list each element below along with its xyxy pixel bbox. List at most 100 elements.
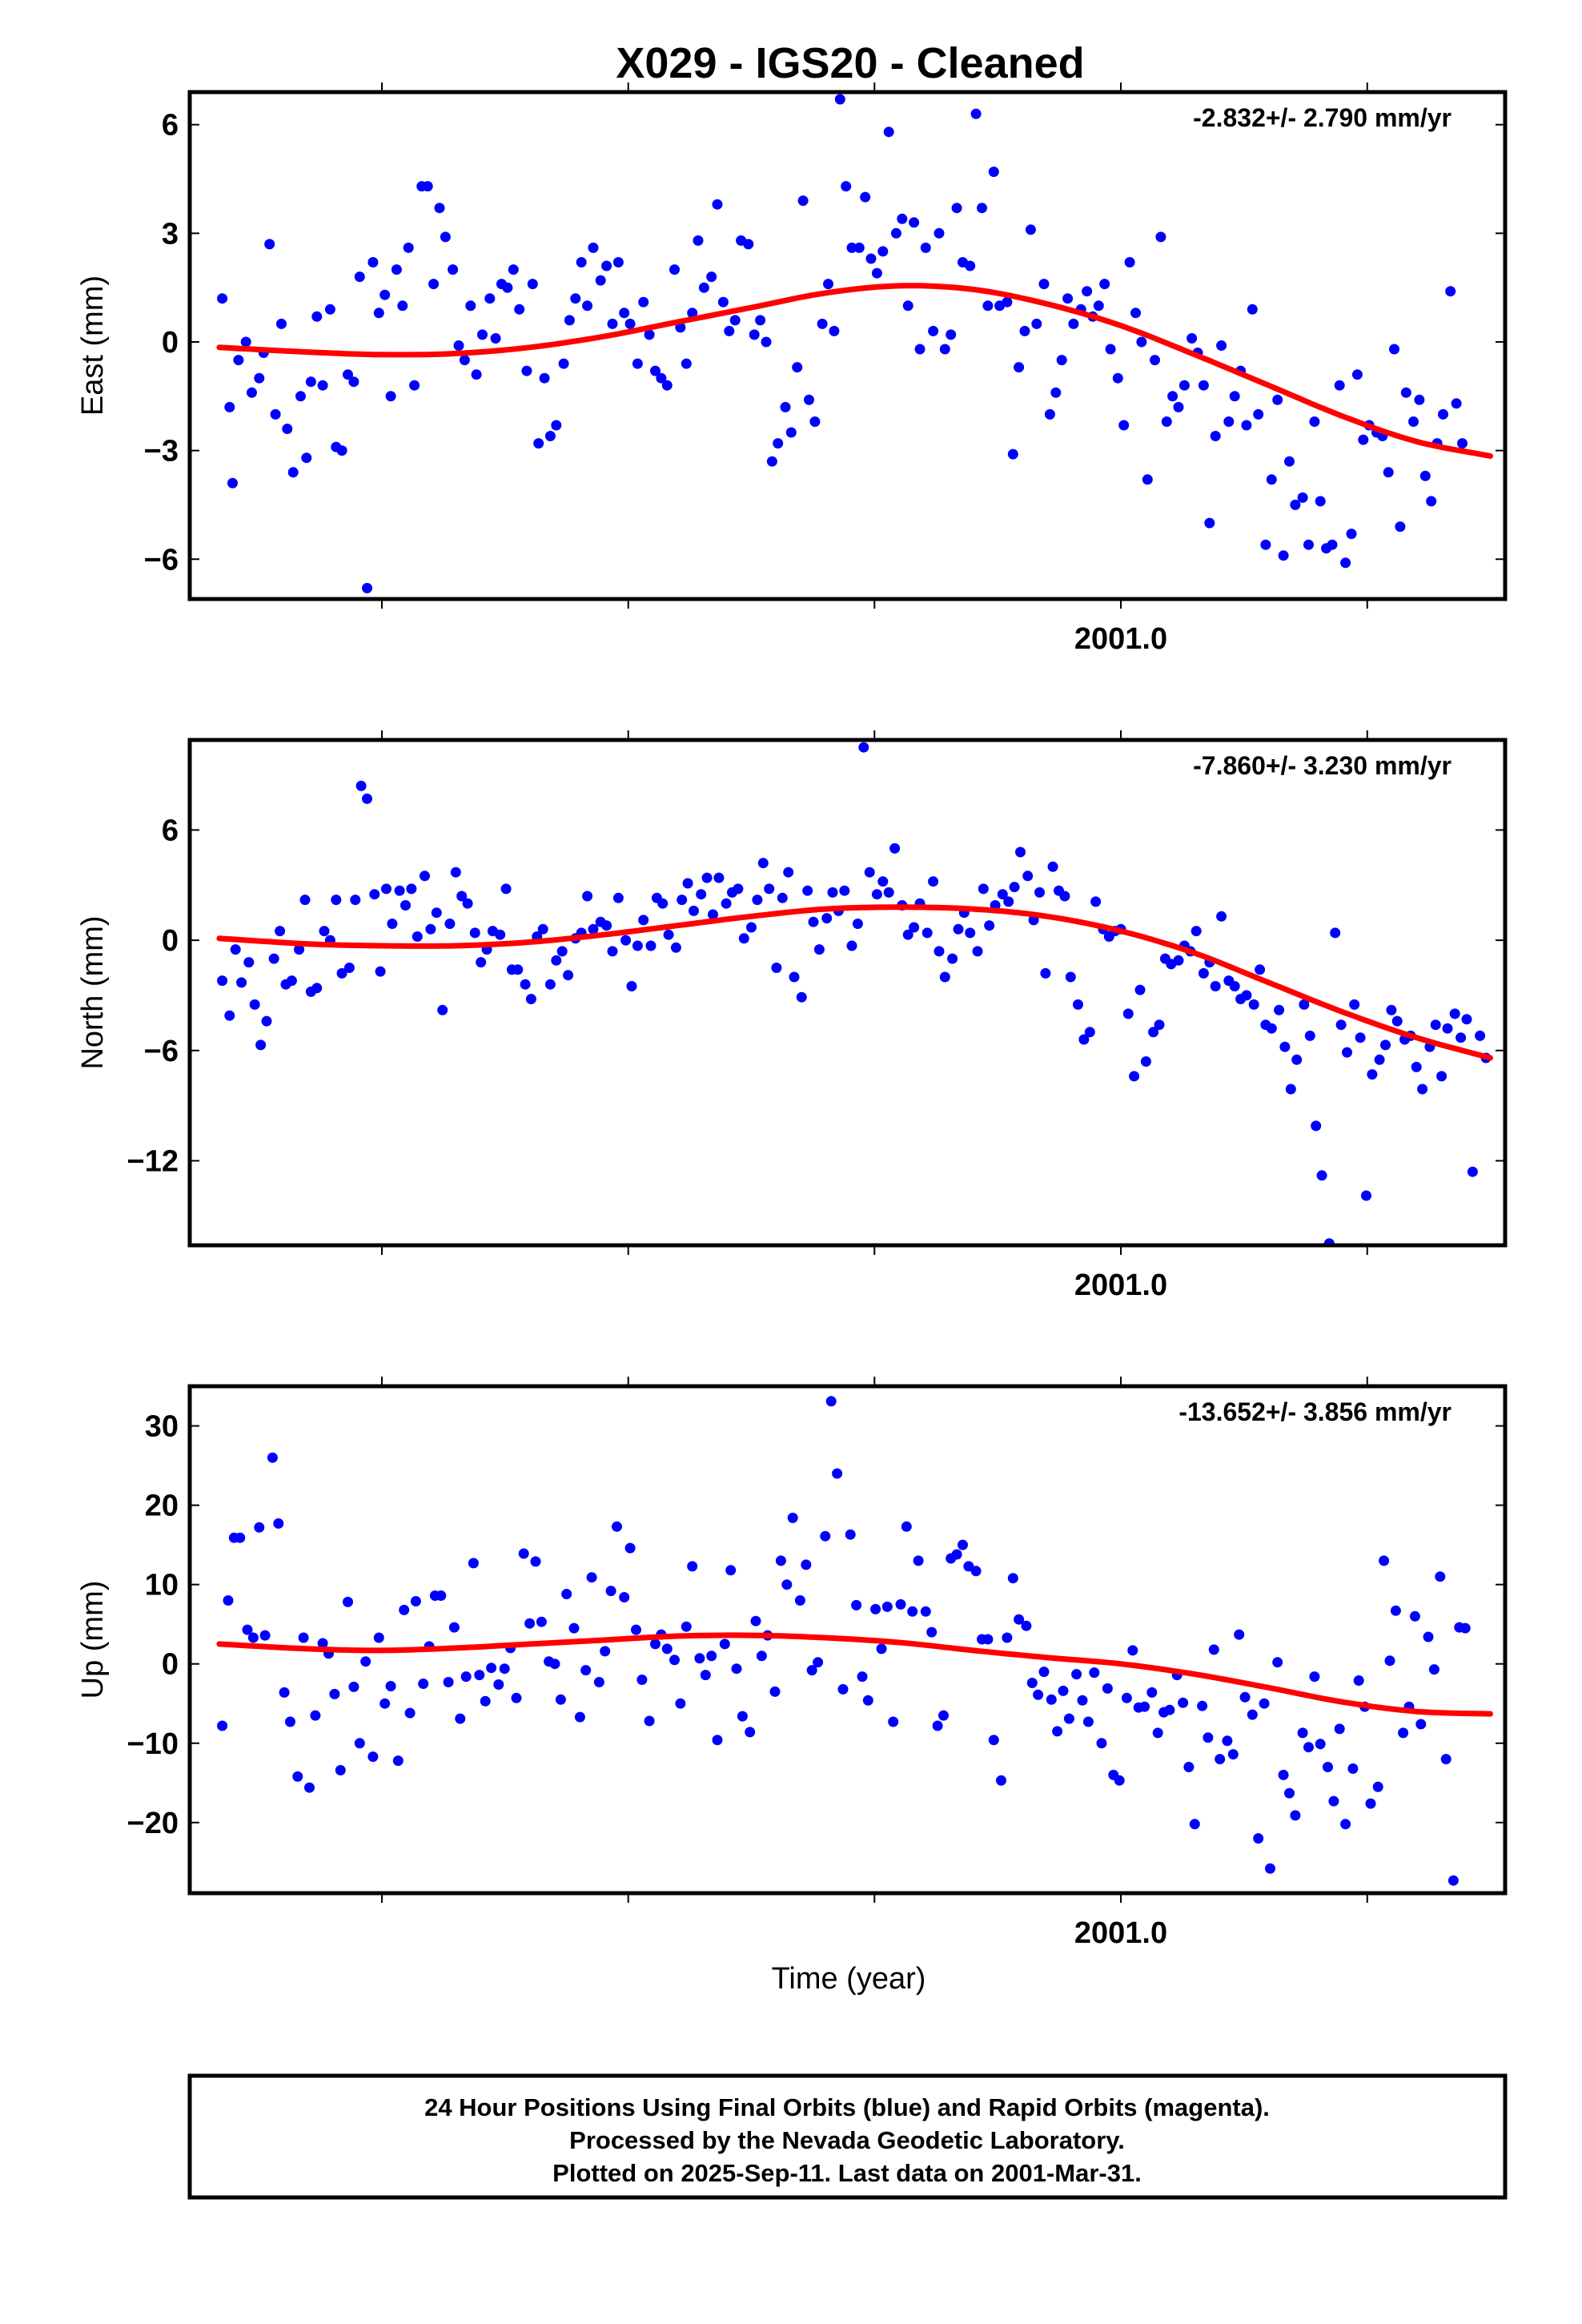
data-point [276,318,287,329]
data-point [752,895,763,906]
data-point [907,1606,918,1617]
data-point [700,1670,711,1681]
data-point [701,872,713,883]
data-point [737,1711,748,1722]
data-point [409,380,420,391]
data-point [1467,1166,1478,1177]
data-point [355,780,367,791]
data-point [1315,1739,1326,1750]
data-point [533,438,544,449]
data-point [1121,1692,1132,1703]
data-point [422,181,433,192]
data-point [1390,1605,1401,1616]
data-point [834,94,845,105]
data-point [877,246,889,257]
data-point [1140,1056,1151,1067]
data-point [1183,1762,1195,1772]
data-point [1099,279,1110,290]
data-point [1328,1795,1339,1807]
data-point [1391,1015,1403,1027]
y-tick-label: −10 [127,1727,179,1761]
data-point [425,923,436,935]
data-point [725,1565,737,1576]
data-point [946,329,957,340]
y-tick-label: 30 [145,1410,179,1444]
data-point [243,957,255,968]
data-point [913,1555,924,1566]
data-point [1365,1798,1376,1809]
data-point [852,919,863,929]
data-point [825,1396,837,1407]
data-point [902,929,913,940]
data-point [287,467,299,478]
fit-curve [216,1632,1493,1717]
data-point [362,582,372,593]
data-point [375,966,386,977]
data-point [434,203,445,214]
data-point [1442,1023,1453,1034]
data-point [693,235,704,246]
y-axis-label: North (mm) [76,915,110,1069]
data-point [1089,1667,1100,1679]
data-point [1118,420,1130,431]
data-point [1408,416,1419,427]
data-point [1139,1701,1150,1712]
data-point [387,919,398,929]
data-point [249,999,260,1010]
data-point [1065,971,1076,983]
fit-curve [216,904,1493,1061]
data-point [343,963,355,973]
data-point [227,477,238,489]
data-point [1290,499,1301,510]
data-point [301,452,312,464]
data-point [862,1695,873,1706]
data-point [1303,1742,1314,1753]
y-tick-label: −12 [127,1144,179,1178]
x-tick-label: 2001.0 [1074,1269,1167,1302]
data-point [1022,870,1034,882]
data-point [978,883,989,895]
data-point [1040,967,1051,979]
data-point [717,296,729,308]
data-point [1241,990,1252,1001]
data-point [1334,380,1345,391]
data-point [286,975,297,987]
data-point [934,946,945,957]
data-point [712,199,723,210]
data-point [484,293,496,304]
data-point [1033,1689,1044,1700]
data-point [675,1698,686,1709]
data-point [1197,1700,1208,1711]
data-point [273,1518,284,1529]
data-point [1034,887,1045,898]
data-point [310,1710,321,1721]
data-point [1327,539,1338,550]
data-point [947,953,958,964]
data-points [217,742,1492,1245]
data-point [631,1624,641,1635]
data-point [650,365,661,376]
data-point [279,1687,290,1698]
data-point [1167,391,1178,402]
data-point [385,391,396,402]
data-point [544,979,556,990]
footer-line-3: Plotted on 2025-Sep-11. Last data on 200… [552,2159,1142,2187]
data-point [696,889,707,900]
data-point [305,376,316,388]
data-point [743,239,754,250]
y-tick-label: 10 [145,1569,179,1602]
data-point [889,842,901,854]
data-point [877,876,889,887]
y-tick-label: 3 [162,217,179,251]
data-point [670,942,681,953]
data-point [217,293,228,304]
data-point [1266,1023,1277,1034]
data-point [823,279,833,290]
footer-line-2: Processed by the Nevada Geodetic Laborat… [569,2126,1125,2154]
data-point [261,1015,272,1027]
data-point [1198,967,1209,979]
data-point [1299,999,1310,1010]
data-point [1386,1004,1397,1015]
data-point [580,1665,592,1676]
data-point [780,401,791,412]
